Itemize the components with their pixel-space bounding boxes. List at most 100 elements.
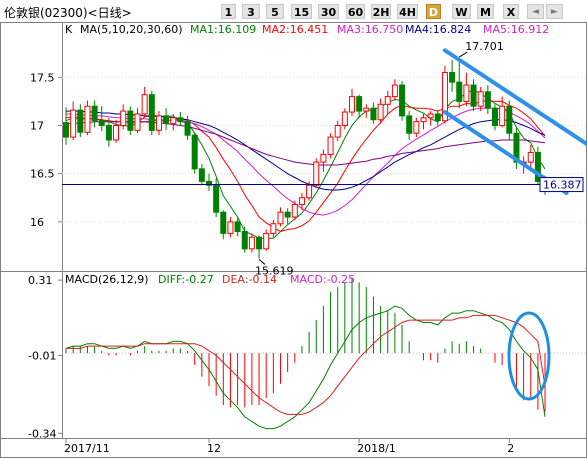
ma-legend-value: 16.824 [433,23,472,36]
ma-legend-name: MA3 [337,23,361,36]
ma-legend-value: 16.451 [290,23,329,36]
candle-body [277,211,284,225]
ma-legend-label: MA(5,10,20,30,60) [80,23,183,36]
candle-body [148,94,155,131]
k-y-tick-label: 17.5 [30,71,55,84]
candle-body [191,134,198,170]
candle-body [427,113,434,119]
candle-body [70,109,77,138]
ma-legend-ma1: MA1:16.109 [190,23,256,36]
trend-line [442,48,587,147]
ma-line-ma3 [66,107,546,216]
candle-body [434,113,441,122]
current-price-box [539,177,584,193]
candle-body [177,117,184,123]
macd-legend-diff: DIFF:-0.27 [158,273,214,286]
candle-body [270,223,277,234]
candle-body [98,120,105,127]
candle-body [420,117,427,123]
period-button-3[interactable]: 3 [242,4,260,19]
ma-legend-sep: : [286,23,290,36]
candle-body [477,91,484,107]
period-button-4h[interactable]: 4H [397,4,418,19]
candle-body [327,136,334,155]
period-button-60[interactable]: 60 [346,4,365,19]
candle-body [349,96,355,113]
candle-body [306,184,313,199]
candle-body [506,105,513,134]
candle-body [341,111,348,127]
period-button-w[interactable]: W [452,4,471,19]
current-price-label: 16.387 [543,179,582,192]
candle-body [263,232,270,250]
nav-next-button[interactable]: ► [546,4,563,19]
macd-legend-name: DEA [222,273,245,286]
ma-legend-ma4: MA4:16.824 [405,23,471,36]
candle-body [198,168,205,182]
k-y-tick-label: 16.5 [30,168,55,181]
candle-body [291,203,298,218]
macd-legend-sep: : [323,273,327,286]
candle-body [256,236,263,250]
candle-body [113,125,120,141]
high-label: 17.701 [465,40,504,53]
period-button-x[interactable]: X [503,4,519,19]
candle-body [248,236,255,250]
ma-legend-ma3: MA3:16.750 [337,23,403,36]
ma-legend-value: 16.750 [365,23,404,36]
candle-body [399,84,406,117]
period-button-5[interactable]: 5 [266,4,284,19]
candle-body [313,161,320,186]
macd-legend-name: MACD [290,273,323,286]
period-button-d[interactable]: D [426,4,441,19]
macd-legend-value: -0.25 [327,273,355,286]
period-button-30[interactable]: 30 [318,4,339,19]
candle-body [298,197,305,205]
candle-body [363,107,370,112]
dea-line [66,314,546,415]
candle-body [220,211,227,234]
candle-body [441,72,448,122]
period-button-1[interactable]: 1 [221,4,236,19]
period-button-15[interactable]: 15 [291,4,312,19]
candle-body [105,125,112,141]
chart-title: 伦敦银(02300)<日线> [4,6,132,20]
candle-body [227,221,234,234]
ma-legend-name: MA1 [190,23,214,36]
candle-body [406,115,413,134]
diff-line [65,305,546,430]
macd-legend-sep: : [182,273,186,286]
candle-body [206,180,212,186]
ma-legend-sep: : [214,23,218,36]
candle-body [449,72,456,83]
macd-legend-dea: DEA:-0.14 [222,273,277,286]
low-label: 15.619 [255,264,293,277]
candle-body [356,96,363,112]
period-button-m[interactable]: M [477,4,494,19]
highlight-circle [507,311,551,401]
x-tick-label: 2 [507,442,514,455]
candle-body [463,84,470,102]
ma-legend-name: MA5 [483,23,507,36]
macd-y-tick-label: -0.01 [28,350,56,363]
ma-line-ma5 [66,121,546,166]
candle-body [534,151,541,182]
macd-legend-value: -0.27 [185,273,213,286]
k-y-tick-label: 16 [30,216,44,229]
period-button-2h[interactable]: 2H [371,4,391,19]
candle-body [213,184,220,213]
candle-body [63,122,69,138]
nav-prev-button[interactable]: ◄ [527,4,544,19]
candle-body [377,103,384,121]
candle-body [141,94,148,115]
ma-legend-value: 16.912 [511,23,550,36]
ma-legend-sep: : [361,23,365,36]
candle-body [391,84,398,98]
ma-legend-name: MA4 [405,23,429,36]
candle-body [127,110,134,131]
candle-body [370,107,377,121]
candle-body [184,121,191,136]
macd-legend-label: MACD(26,12,9) [65,273,149,286]
